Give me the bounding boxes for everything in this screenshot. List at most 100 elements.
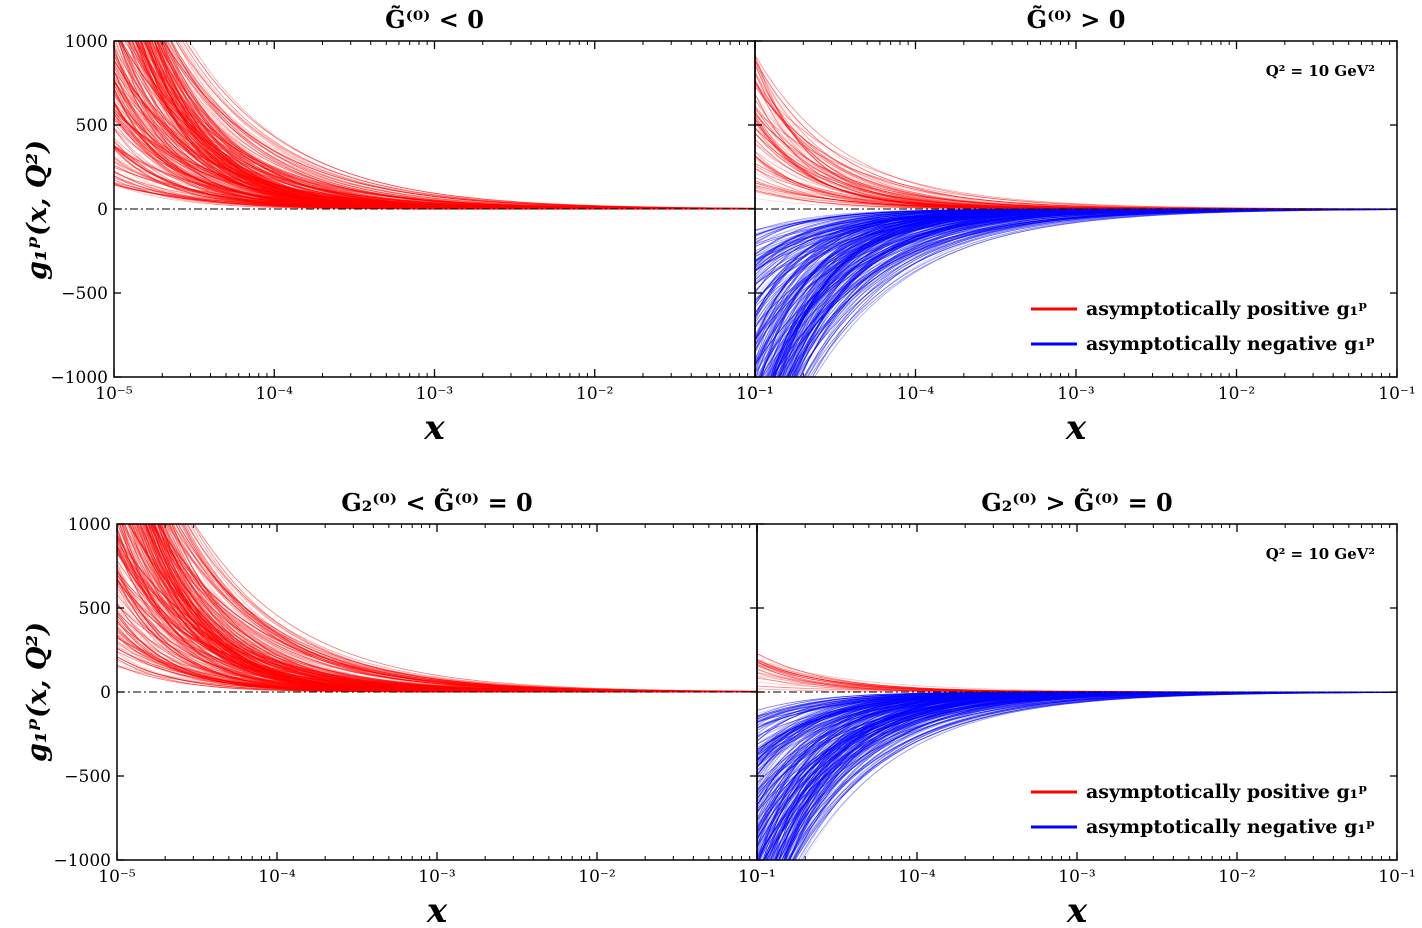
series-curve — [169, 524, 757, 692]
x-axis-title: x — [1065, 408, 1087, 448]
series-curve — [166, 41, 755, 210]
series-curve — [124, 41, 755, 209]
panel-title: G̃⁽⁰⁾ > 0 — [1027, 5, 1126, 34]
series-curve — [157, 524, 757, 692]
y-tick-label: −1000 — [50, 368, 108, 388]
y-tick-label: −1000 — [53, 851, 111, 871]
y-tick-label: 500 — [76, 116, 108, 136]
y-tick-label: 500 — [79, 599, 111, 619]
series-curve — [787, 692, 1397, 860]
series-curve — [139, 524, 757, 693]
series-curve — [117, 545, 757, 693]
series-curve — [117, 544, 757, 693]
series-curve — [140, 524, 757, 693]
series-curve — [155, 41, 755, 210]
series-curve — [166, 41, 755, 209]
series-curve — [137, 524, 757, 693]
series-curve — [136, 524, 757, 693]
x-tick-label: 10⁻² — [1218, 867, 1255, 887]
series-curve — [176, 41, 755, 209]
panel-title: G₂⁽⁰⁾ < G̃⁽⁰⁾ = 0 — [341, 488, 532, 517]
x-tick-label: 10⁻¹ — [1378, 384, 1415, 404]
x-tick-label: 10⁻³ — [416, 384, 453, 404]
series-curve — [185, 524, 757, 692]
x-tick-label: 10⁻¹ — [736, 384, 773, 404]
series-curve — [145, 524, 757, 693]
x-tick-label: 10⁻¹ — [736, 384, 773, 404]
x-tick-label: 10⁻¹ — [1378, 867, 1415, 887]
y-tick-label: −500 — [64, 767, 111, 787]
series-curve — [755, 114, 1397, 210]
series-curve — [806, 209, 1397, 377]
x-tick-label: 10⁻³ — [1057, 384, 1094, 404]
x-tick-label: 10⁻³ — [1058, 867, 1095, 887]
series-curve — [756, 208, 1397, 377]
series-curve — [771, 209, 1397, 377]
series-curve — [755, 73, 1397, 210]
x-tick-label: 10⁻¹ — [738, 867, 775, 887]
series-curve — [755, 109, 1397, 210]
x-tick-label: 10⁻² — [576, 384, 613, 404]
legend-label: asymptotically positive g₁ᵖ — [1086, 781, 1368, 803]
legend: asymptotically positive g₁ᵖ asymptoticall… — [1031, 298, 1375, 355]
x-axis-title: x — [1066, 891, 1088, 928]
series-negative — [755, 208, 1397, 377]
series-curve — [170, 41, 755, 209]
x-tick-label: 10⁻⁴ — [256, 384, 294, 404]
x-tick-label: 10⁻⁵ — [95, 384, 133, 404]
series-curve — [151, 524, 757, 693]
series-curve — [194, 524, 757, 692]
series-curve — [138, 524, 757, 693]
x-tick-label: 10⁻² — [578, 867, 615, 887]
series-curve — [138, 524, 757, 693]
series-curve — [156, 524, 757, 692]
y-axis-label-bottom: g₁ᵖ(x, Q²) — [22, 622, 53, 762]
series-curve — [171, 524, 757, 692]
series-curve — [791, 209, 1397, 377]
q2-annotation: Q² = 10 GeV² — [1266, 545, 1375, 563]
series-positive — [757, 653, 1397, 693]
series-curve — [757, 691, 1397, 812]
x-tick-label: 10⁻² — [1218, 384, 1255, 404]
panel-title: G₂⁽⁰⁾ > G̃⁽⁰⁾ = 0 — [981, 488, 1172, 517]
panel-top-right: 10⁻¹ 10⁻⁴ 10⁻³ 10⁻² 10⁻¹ x G̃⁽⁰⁾ > 0 Q² = 10 Ge… — [736, 5, 1415, 448]
panel-title: G̃⁽⁰⁾ < 0 — [385, 5, 484, 34]
series-curve — [805, 208, 1397, 377]
legend: asymptotically positive g₁ᵖ asymptoticall… — [1031, 781, 1375, 838]
x-tick-label: 10⁻⁴ — [258, 867, 296, 887]
x-tick-label: 10⁻¹ — [738, 867, 775, 887]
series-curve — [181, 41, 755, 209]
legend-label: asymptotically positive g₁ᵖ — [1086, 298, 1368, 320]
x-tick-label: 10⁻³ — [418, 867, 455, 887]
legend-label: asymptotically negative g₁ᵖ — [1086, 816, 1375, 838]
series-curve — [151, 524, 757, 693]
y-tick-label: −500 — [61, 284, 108, 304]
legend-label: asymptotically negative g₁ᵖ — [1086, 333, 1375, 355]
series-curve — [145, 41, 755, 210]
series-curve — [129, 41, 755, 209]
y-tick-label: 1000 — [65, 32, 108, 52]
series-curve — [755, 113, 1397, 210]
series-curve — [788, 208, 1397, 377]
series-curve — [762, 209, 1397, 377]
panel-bottom-right: 10⁻¹ 10⁻⁴ 10⁻³ 10⁻² 10⁻¹ x G₂⁽⁰⁾ > G̃⁽⁰⁾ = 0 Q²… — [738, 488, 1415, 928]
x-tick-label: 10⁻⁴ — [898, 867, 936, 887]
x-axis-title: x — [423, 408, 445, 448]
x-tick-label: 10⁻⁵ — [98, 867, 136, 887]
y-tick-label: 0 — [97, 200, 108, 220]
x-axis-title: x — [426, 891, 448, 928]
curves — [755, 54, 1397, 377]
series-curve — [155, 41, 755, 210]
series-curve — [171, 41, 755, 210]
series-curve — [179, 41, 755, 209]
y-axis-label-top: g₁ᵖ(x, Q²) — [22, 140, 53, 280]
y-tick-label: 0 — [100, 683, 111, 703]
y-tick-label: 1000 — [68, 515, 111, 535]
x-tick-label: 10⁻⁴ — [897, 384, 935, 404]
series-curve — [137, 524, 757, 692]
q2-annotation: Q² = 10 GeV² — [1266, 62, 1375, 80]
series-curve — [140, 524, 757, 693]
